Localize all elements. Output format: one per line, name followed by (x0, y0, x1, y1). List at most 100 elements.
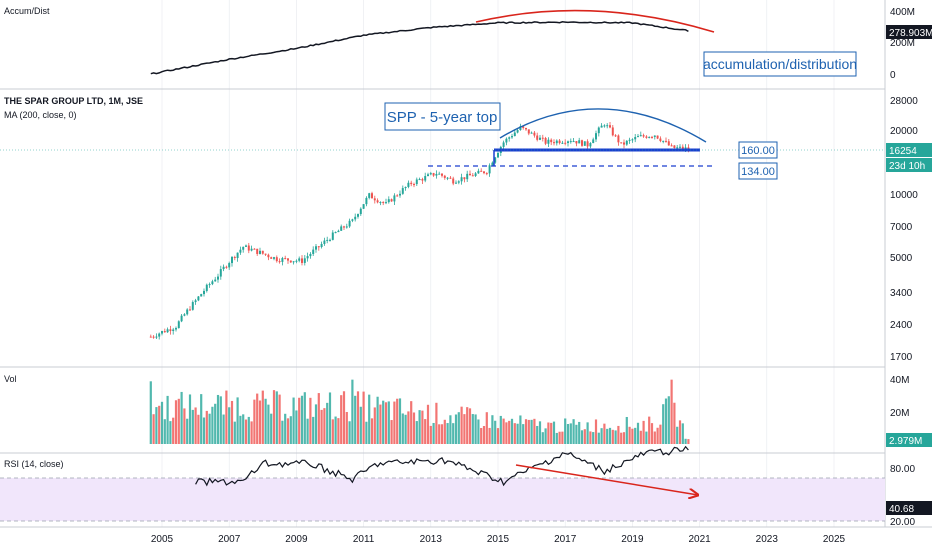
volume-bar (415, 421, 418, 444)
candle-body (446, 177, 449, 179)
volume-bar (555, 432, 558, 444)
volume-bar (211, 406, 214, 444)
candle-body (522, 126, 525, 128)
volume-bar (410, 401, 413, 444)
candle-body (485, 173, 488, 175)
vol-last-value: 2.979M (889, 436, 922, 447)
x-axis-label: 2015 (487, 534, 510, 545)
volume-bar (603, 423, 606, 444)
volume-bar (625, 416, 628, 444)
volume-bar (429, 425, 432, 444)
volume-bar (569, 423, 572, 444)
candle-body (443, 175, 446, 178)
x-axis-label: 2017 (554, 534, 577, 545)
volume-bar (452, 423, 455, 444)
volume-bar (242, 414, 245, 444)
candle-body (561, 142, 564, 144)
candle-body (348, 220, 351, 227)
volume-bar (496, 428, 500, 444)
candle-body (359, 208, 362, 215)
candle-body (343, 226, 345, 228)
candle-body (673, 145, 676, 148)
volume-bar (424, 419, 427, 444)
volume-bar (480, 427, 483, 444)
volume-bar (432, 422, 435, 444)
candle-body (247, 245, 250, 251)
volume-bar (368, 394, 371, 444)
candle-body (172, 329, 175, 332)
volume-bar (656, 427, 659, 444)
candle-body (463, 177, 466, 180)
volume-bar (670, 379, 673, 444)
candle-body (261, 250, 264, 254)
volume-bar (597, 432, 600, 444)
volume-bar (468, 408, 472, 444)
candle-body (525, 127, 527, 130)
volume-bar (440, 424, 444, 444)
candle-body (441, 173, 443, 176)
volume-bar (261, 390, 264, 444)
volume-bar (289, 416, 292, 444)
level1-text: 160.00 (741, 145, 775, 157)
volume-bar (662, 404, 665, 444)
volume-bar (676, 426, 679, 444)
volume-bar (208, 413, 211, 444)
level2-text: 134.00 (741, 166, 775, 178)
volume-bar (317, 393, 320, 444)
volume-bar (222, 414, 225, 444)
volume-bar (398, 398, 402, 444)
vol-tick: 40M (890, 375, 909, 386)
volume-bar (684, 438, 687, 444)
candle-body (373, 198, 376, 201)
volume-bar (435, 402, 438, 444)
candle-body (368, 193, 371, 198)
volume-bar (345, 411, 348, 444)
candle-body (519, 126, 522, 131)
volume-bar (233, 421, 236, 444)
price-tick: 3400 (890, 288, 913, 299)
title-annotation-text: SPP - 5-year top (387, 109, 498, 126)
volume-bar (681, 423, 684, 444)
candle-body (502, 142, 505, 147)
volume-bar (278, 394, 281, 444)
candles-group (149, 121, 690, 340)
candle-body (253, 248, 256, 250)
volume-bar (382, 400, 385, 444)
candle-body (177, 321, 180, 329)
candle-body (284, 258, 287, 260)
candle-body (575, 141, 578, 144)
volume-bar (611, 429, 614, 444)
candle-body (239, 249, 242, 253)
accum-top-arc (475, 9, 715, 33)
volume-bar (628, 426, 631, 444)
candle-body (379, 202, 382, 204)
accum-tick: 400M (890, 7, 915, 18)
candle-body (457, 181, 460, 183)
volume-bar (214, 403, 217, 444)
candle-body (337, 230, 340, 233)
volume-bar (404, 414, 407, 444)
volume-bar (379, 404, 382, 444)
volume-bar (253, 399, 256, 444)
candle-body (581, 140, 583, 146)
volume-bar (421, 410, 424, 444)
volume-bar (163, 419, 166, 444)
volume-bar (606, 428, 609, 444)
candle-body (432, 173, 435, 176)
volume-bar (550, 422, 553, 444)
volume-bar (541, 432, 544, 444)
candle-body (225, 266, 228, 268)
accum-pane-label: Accum/Dist (4, 6, 50, 16)
rsi-tick: 20.00 (890, 517, 915, 528)
candle-body (275, 257, 278, 262)
candle-body (320, 243, 323, 248)
candle-body (203, 290, 205, 295)
price-tick: 2400 (890, 320, 913, 331)
ma-label: MA (200, close, 0) (4, 110, 77, 120)
volume-bar (426, 404, 430, 444)
volume-bar (323, 408, 326, 444)
price-tick: 1700 (890, 352, 913, 363)
candle-body (163, 331, 166, 333)
volume-bar (412, 412, 416, 444)
candle-body (572, 141, 575, 143)
